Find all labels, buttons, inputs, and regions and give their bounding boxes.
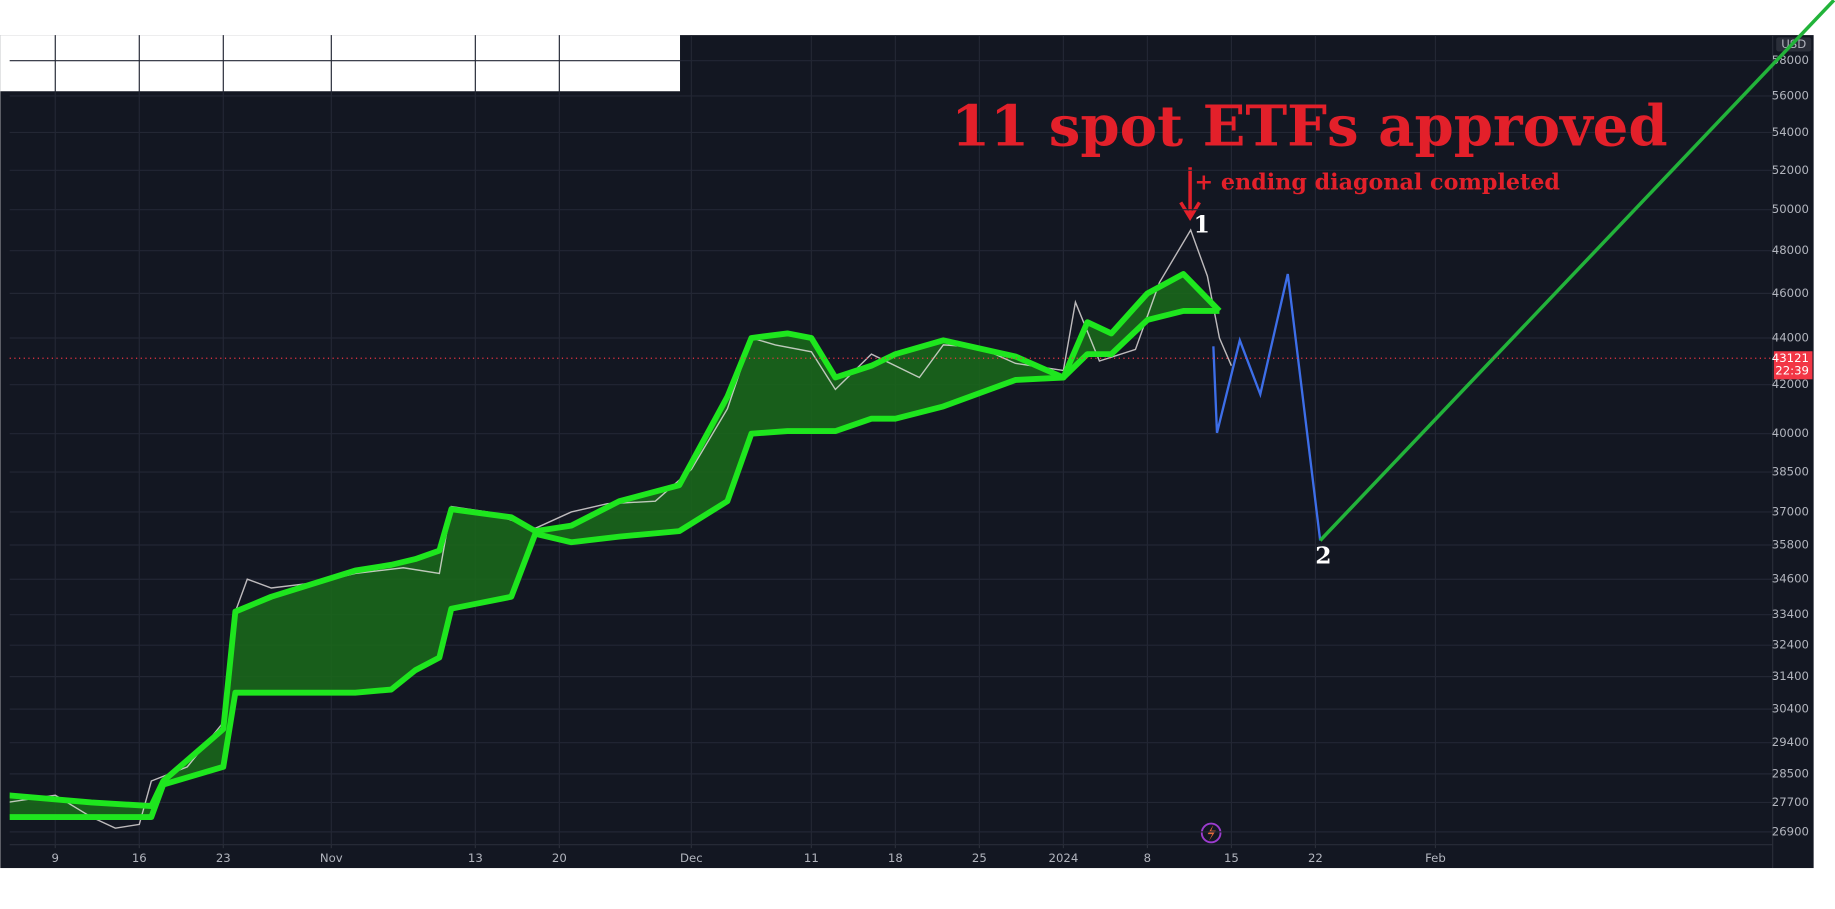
annotation-arrow	[1179, 167, 1201, 221]
y-tick-label: 27700	[1772, 795, 1809, 809]
annotation: + ending diagonal completed	[1195, 170, 1561, 196]
last-price-tag	[1773, 351, 1813, 380]
target-line	[1318, 0, 1835, 542]
y-tick-label: 29400	[1772, 735, 1809, 749]
x-tick-label: 16	[132, 851, 147, 865]
projection-line	[1212, 273, 1322, 541]
band-upper	[9, 271, 1222, 809]
blank-overlay	[0, 35, 681, 92]
y-tick-label: 44000	[1772, 331, 1809, 345]
y-tick-label: 42000	[1772, 377, 1809, 391]
y-tick-label: 33400	[1772, 607, 1809, 621]
y-tick-label: 37000	[1772, 504, 1809, 518]
y-tick-label: 30400	[1772, 702, 1809, 716]
x-tick-label: 8	[1144, 851, 1151, 865]
y-tick-label: 50000	[1772, 202, 1809, 216]
x-tick-label: 15	[1224, 851, 1239, 865]
y-tick-label: 34600	[1772, 572, 1809, 586]
countdown-label: 22:39	[1775, 364, 1809, 378]
x-tick-label: 11	[804, 851, 819, 865]
x-tick-label: 9	[52, 851, 59, 865]
x-tick-label: Feb	[1425, 851, 1446, 865]
annotation: 11 spot ETFs approved	[951, 94, 1668, 160]
x-tick-label: 22	[1308, 851, 1323, 865]
x-tick-label: Nov	[320, 851, 343, 865]
last-price-label: 43121	[1772, 351, 1809, 365]
y-tick-label: 54000	[1772, 125, 1809, 139]
y-tick-label: 48000	[1772, 243, 1809, 257]
lightning-icon	[1200, 822, 1222, 844]
y-tick-label: 31400	[1772, 669, 1809, 683]
band-lower	[9, 308, 1220, 820]
x-tick-label: 2024	[1049, 851, 1079, 865]
y-tick-label: 28500	[1772, 766, 1809, 780]
x-tick-label: Dec	[680, 851, 703, 865]
annotation: 1	[1194, 210, 1210, 238]
y-tick-label: 46000	[1772, 286, 1809, 300]
x-tick-label: 25	[972, 851, 987, 865]
grid	[9, 35, 1773, 845]
y-tick-label: 38500	[1772, 465, 1809, 479]
y-tick-label: 32400	[1772, 638, 1809, 652]
y-tick-label: 40000	[1772, 426, 1809, 440]
y-tick-label: 35800	[1772, 538, 1809, 552]
y-tick-label: 52000	[1772, 163, 1809, 177]
x-tick-label: 18	[888, 851, 903, 865]
annotation: 2	[1315, 541, 1331, 569]
band-fill	[9, 273, 1220, 818]
plot	[9, 228, 1322, 829]
y-tick-label: 56000	[1772, 88, 1809, 102]
x-tick-label: 13	[468, 851, 483, 865]
x-tick-label: 23	[216, 851, 231, 865]
y-tick-label: 26900	[1772, 824, 1809, 838]
x-tick-label: 20	[552, 851, 567, 865]
chart-background	[0, 35, 1814, 869]
